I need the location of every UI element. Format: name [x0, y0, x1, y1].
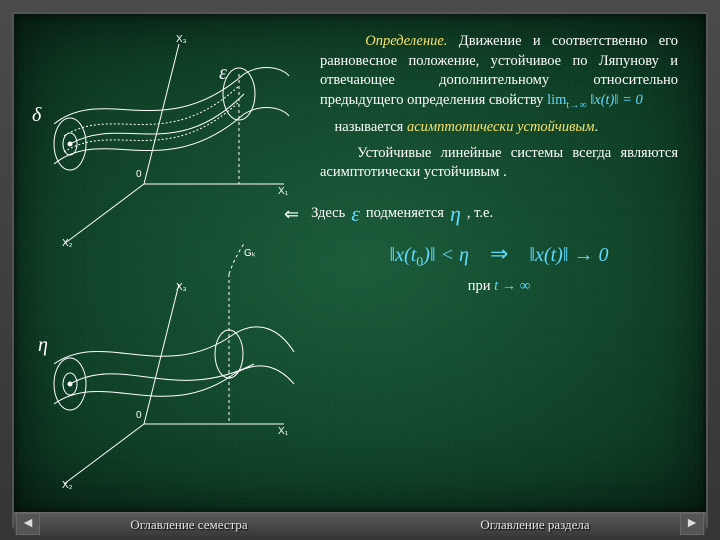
eta-symbol: η [38, 334, 48, 357]
toc-semester-link[interactable]: Оглавление семестра [130, 517, 247, 533]
limit-formula: limt→∞ ‖x(t)‖ = 0 [547, 92, 643, 108]
label-x2-bot: X₂ [62, 480, 73, 491]
diagram-panel: δ ε X₃ X₁ X₂ 0 Gₖ [14, 14, 314, 512]
text-panel: Определение. Движение и соответственно е… [314, 14, 706, 512]
label-zero-bot: 0 [136, 410, 142, 421]
epsilon-symbol: ε [219, 62, 227, 85]
diagram-top [14, 14, 314, 254]
substitution-line: ⇐ Здесь ε подменяется η , т.е. [284, 199, 678, 229]
asymptotic-term: асимптотически устойчивым [407, 119, 595, 135]
ie-text: , т.е. [467, 204, 493, 224]
prev-slide-button[interactable]: ◄ [16, 513, 40, 535]
paragraph-definition: Определение. Движение и соответственно е… [320, 32, 678, 112]
chalkboard: δ ε X₃ X₁ X₂ 0 Gₖ [14, 14, 706, 512]
t-to-infinity: t → ∞ [494, 278, 530, 294]
pri-line: при t → ∞ [320, 277, 678, 297]
diagram-bottom [14, 244, 314, 504]
replaced-text: подменяется [366, 204, 444, 224]
bottom-tray: Оглавление семестра Оглавление раздела [14, 512, 706, 536]
label-x1-bot: X₁ [278, 426, 288, 437]
paragraph-linear: Устойчивые линейные системы всегда являю… [320, 144, 678, 183]
label-zero-top: 0 [136, 169, 142, 180]
delta-symbol: δ [32, 104, 41, 127]
label-x3-top: X₃ [176, 34, 187, 45]
paragraph-asymptotic: называется асимптотически устойчивым. [320, 118, 678, 138]
implication-formula: ‖x(t0)‖ < η ⇒ ‖x(t)‖ → 0 [320, 239, 678, 273]
here-text: Здесь [311, 204, 345, 224]
toc-section-link[interactable]: Оглавление раздела [480, 517, 589, 533]
label-x1-top: X₁ [278, 186, 288, 197]
label-x3-bot: X₃ [176, 282, 187, 293]
eta-big: η [450, 199, 461, 229]
definition-label: Определение. [365, 33, 447, 49]
next-slide-button[interactable]: ► [680, 513, 704, 535]
epsilon-big: ε [351, 199, 360, 229]
